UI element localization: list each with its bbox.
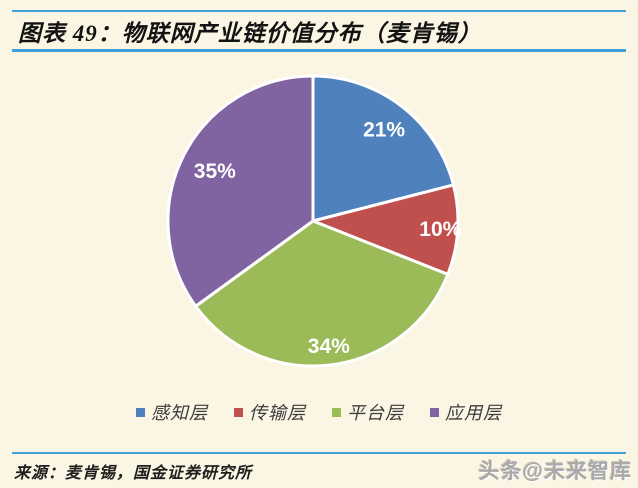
pie-slice-传输层: [311, 183, 460, 276]
pie-slice-label: 35%: [194, 160, 236, 183]
legend-label: 传输层: [249, 403, 306, 423]
pie-chart: 21% 10% 34% 35%: [166, 74, 462, 368]
legend-swatch: [430, 407, 439, 417]
watermark-text: 头条@未来智库: [478, 460, 632, 483]
chart-legend: 感知层 传输层 平台层 应用层: [0, 398, 638, 426]
title-bottom-rule: [12, 49, 626, 52]
legend-item-传输层: 传输层: [234, 399, 306, 425]
pie-slice-label: 21%: [363, 118, 405, 141]
legend-swatch: [136, 407, 145, 417]
legend-swatch: [234, 407, 243, 417]
pie-slice-应用层: [166, 74, 315, 308]
pie-slice-平台层: [194, 219, 450, 368]
pie-slice-label: 10%: [419, 218, 461, 241]
legend-item-平台层: 平台层: [332, 399, 404, 425]
legend-item-感知层: 感知层: [136, 399, 208, 425]
title-top-rule: [12, 10, 626, 12]
legend-item-应用层: 应用层: [430, 399, 502, 425]
legend-label: 感知层: [151, 403, 208, 423]
legend-label: 应用层: [445, 403, 502, 423]
pie-slice-label: 34%: [308, 335, 350, 358]
legend-label: 平台层: [347, 403, 404, 423]
footer-rule: [12, 452, 626, 454]
source-note: 来源：麦肯锡，国金证券研究所: [14, 465, 253, 482]
figure-title: 图表 49：物联网产业链价值分布（麦肯锡）: [18, 21, 482, 46]
pie-slice-感知层: [311, 74, 455, 223]
legend-swatch: [332, 407, 341, 417]
